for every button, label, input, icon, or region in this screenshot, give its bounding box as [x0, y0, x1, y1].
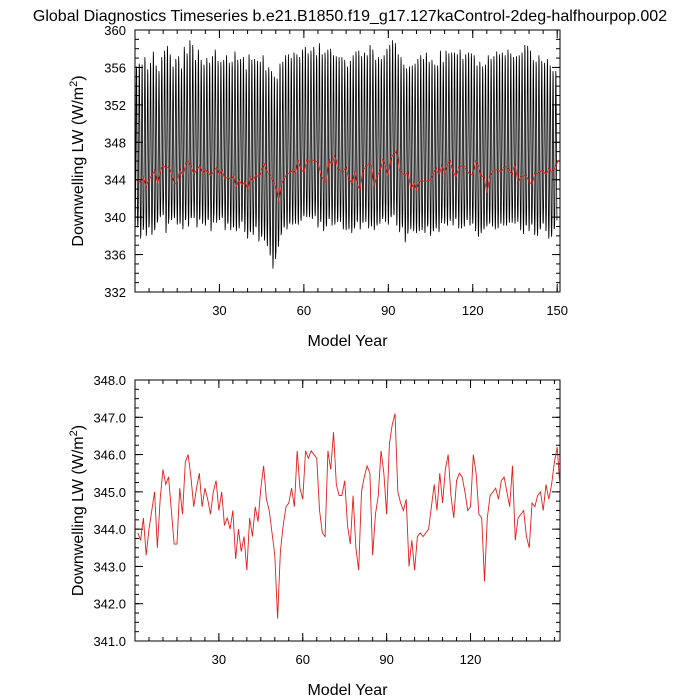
- top-chart-panel: 30 60 90 120 150 332 336 340 344 348 352 356 360 Mode…: [68, 23, 568, 350]
- annual-mean-series-line: [137, 149, 560, 203]
- y-tick-label: 352: [104, 98, 126, 113]
- y-tick-label: 348.0: [93, 373, 126, 388]
- x-axis-title: Model Year: [307, 682, 388, 699]
- y-tick-label: 344: [104, 173, 126, 188]
- y-tick-label: 345.0: [93, 485, 126, 500]
- x-tick-label: 60: [297, 303, 311, 318]
- plot-data: [137, 413, 560, 619]
- figure-title: Global Diagnostics Timeseries b.e21.B185…: [33, 8, 667, 25]
- plot-data: [135, 40, 560, 269]
- x-axis-title: Model Year: [307, 333, 388, 350]
- bottom-chart-panel: 30 60 90 120 341.0 342.0 343.0 344.0 345.0 346.0 3…: [68, 373, 561, 699]
- y-tick-label: 356: [104, 60, 126, 75]
- y-tick-label: 360: [104, 23, 126, 38]
- plot-frame: [134, 379, 561, 642]
- y-tick-label: 348: [104, 135, 126, 150]
- x-tick-label: 30: [212, 303, 226, 318]
- y-tick-label: 343.0: [93, 559, 126, 574]
- y-axis-title-main: Downwelling LW (W/m: [70, 436, 87, 596]
- x-tick-label: 150: [546, 303, 568, 318]
- y-axis-title-close: ): [70, 75, 87, 80]
- y-tick-label: 346.0: [93, 448, 126, 463]
- x-tick-label: 90: [381, 303, 395, 318]
- y-tick-label: 347.0: [93, 410, 126, 425]
- annual-mean-series-line: [137, 413, 560, 619]
- x-tick-label: 90: [379, 652, 393, 667]
- y-axis-title-main: Downwelling LW (W/m: [70, 87, 87, 247]
- y-tick-label: 332: [104, 285, 126, 300]
- y-tick-label: 341.0: [93, 634, 126, 649]
- y-axis-title-superscript: 2: [68, 430, 80, 436]
- monthly-series-line: [135, 40, 558, 269]
- x-tick-label: 120: [460, 652, 482, 667]
- y-axis-title-close: ): [70, 425, 87, 430]
- y-axis-title-superscript: 2: [68, 81, 80, 87]
- y-axis-title: Downwelling LW (W/m2): [68, 75, 87, 246]
- x-tick-label: 30: [212, 652, 226, 667]
- x-tick-label: 60: [296, 652, 310, 667]
- y-axis-title: Downwelling LW (W/m2): [68, 425, 87, 596]
- x-tick-label: 120: [462, 303, 484, 318]
- y-tick-label: 342.0: [93, 597, 126, 612]
- y-tick-label: 340: [104, 210, 126, 225]
- y-tick-label: 336: [104, 248, 126, 263]
- y-tick-label: 344.0: [93, 522, 126, 537]
